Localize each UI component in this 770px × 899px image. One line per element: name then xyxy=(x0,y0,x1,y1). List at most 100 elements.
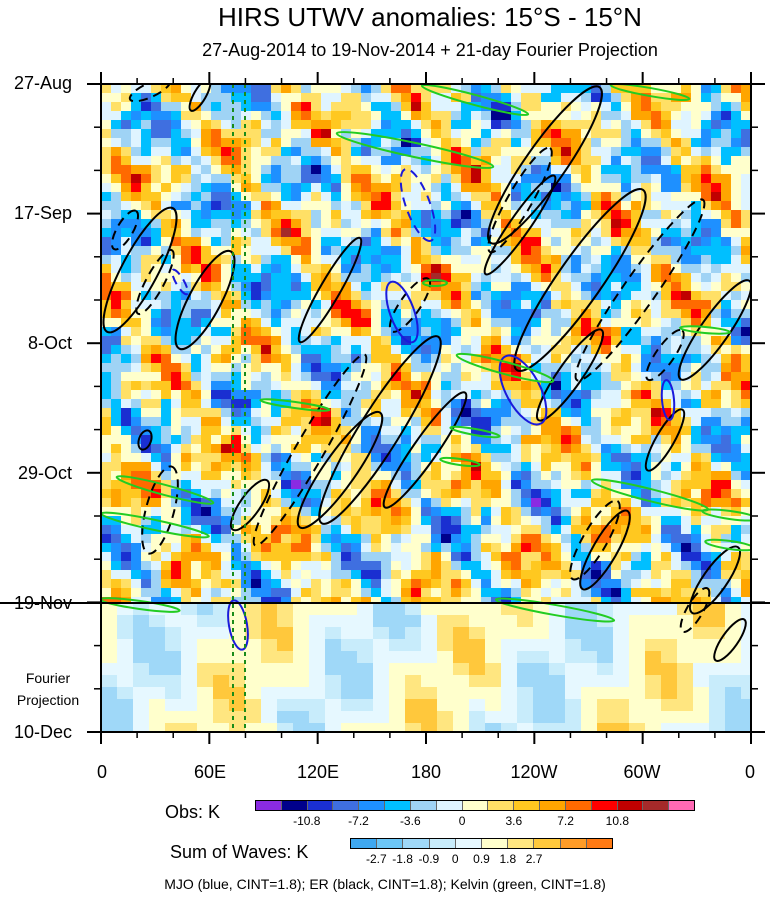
heat-cell xyxy=(601,156,612,166)
heat-cell xyxy=(711,381,722,391)
heat-cell xyxy=(151,192,162,202)
heat-cell xyxy=(581,417,592,427)
heat-cell xyxy=(591,93,602,103)
heat-cell xyxy=(611,570,622,580)
heat-cell xyxy=(341,102,352,112)
heat-cell xyxy=(171,282,182,292)
heat-cell xyxy=(651,282,662,292)
heat-cell xyxy=(511,516,522,526)
er-contour xyxy=(111,209,139,251)
heat-cell xyxy=(481,327,492,337)
heat-cell xyxy=(281,183,292,193)
heat-cell xyxy=(141,579,152,589)
heat-cell xyxy=(641,507,652,517)
heat-cell xyxy=(671,201,682,211)
heat-cell xyxy=(271,93,282,103)
heat-cell xyxy=(631,372,642,382)
heat-cell xyxy=(361,201,372,211)
heat-cell xyxy=(301,471,312,481)
projection-cell xyxy=(661,639,678,652)
heat-cell xyxy=(551,210,562,220)
heat-cell xyxy=(251,399,262,409)
heat-cell xyxy=(421,426,432,436)
projection-cell xyxy=(245,723,262,732)
heat-cell xyxy=(301,570,312,580)
heat-cell xyxy=(321,237,332,247)
heat-cell xyxy=(181,498,192,508)
heat-cell xyxy=(211,273,222,283)
heat-cell xyxy=(241,210,252,220)
heat-cell xyxy=(181,561,192,571)
heat-cell xyxy=(541,327,552,337)
heat-cell xyxy=(161,219,172,229)
heat-cell xyxy=(451,174,462,184)
heat-cell xyxy=(271,489,282,499)
heat-cell xyxy=(621,525,632,535)
heat-cell xyxy=(471,84,482,94)
heat-cell xyxy=(401,444,412,454)
projection-cell xyxy=(709,699,726,712)
heat-cell xyxy=(481,228,492,238)
heat-cell xyxy=(461,462,472,472)
heat-cell xyxy=(471,516,482,526)
heat-cell xyxy=(581,111,592,121)
heat-cell xyxy=(341,291,352,301)
er-contour xyxy=(297,236,363,344)
heat-cell xyxy=(551,138,562,148)
heat-cell xyxy=(671,345,682,355)
heat-cell xyxy=(521,201,532,211)
heat-cell xyxy=(461,345,472,355)
heat-cell xyxy=(481,174,492,184)
heat-cell xyxy=(651,255,662,265)
heat-cell xyxy=(731,336,742,346)
heat-cell xyxy=(391,381,402,391)
heat-cell xyxy=(211,498,222,508)
heat-cell xyxy=(361,318,372,328)
heat-cell xyxy=(711,282,722,292)
heat-cell xyxy=(691,372,702,382)
heat-cell xyxy=(281,462,292,472)
heat-cell xyxy=(281,336,292,346)
heat-cell xyxy=(551,489,562,499)
heat-cell xyxy=(581,444,592,454)
heat-cell xyxy=(321,327,332,337)
heat-cell xyxy=(301,165,312,175)
heat-cell xyxy=(661,354,672,364)
projection-cell xyxy=(293,639,310,652)
heat-cell xyxy=(221,363,232,373)
heat-cell xyxy=(651,561,662,571)
heat-cell xyxy=(701,327,712,337)
obs-color-swatch xyxy=(565,801,592,810)
heat-cell xyxy=(571,246,582,256)
x-tick-label: 0 xyxy=(744,762,756,782)
heat-cell xyxy=(131,345,142,355)
heat-cell xyxy=(201,363,212,373)
heat-cell xyxy=(671,192,682,202)
heat-cell xyxy=(231,354,242,364)
er-contour xyxy=(579,509,631,591)
heat-cell xyxy=(151,129,162,139)
heat-cell xyxy=(351,228,362,238)
heat-cell xyxy=(731,435,742,445)
heat-cell xyxy=(231,516,242,526)
projection-cell xyxy=(517,711,534,724)
heat-cell xyxy=(111,444,122,454)
heat-cell xyxy=(531,174,542,184)
heat-cell xyxy=(411,219,422,229)
heat-cell xyxy=(351,552,362,562)
heat-cell xyxy=(381,174,392,184)
heat-cell xyxy=(691,282,702,292)
heat-cell xyxy=(441,552,452,562)
heat-cell xyxy=(451,138,462,148)
heat-cell xyxy=(521,372,532,382)
projection-cell xyxy=(469,687,486,700)
projection-cell xyxy=(133,687,150,700)
heat-cell xyxy=(111,165,122,175)
heat-cell xyxy=(261,183,272,193)
heat-cell xyxy=(671,462,682,472)
heat-cell xyxy=(521,507,532,517)
heat-cell xyxy=(231,93,242,103)
heat-cell xyxy=(521,174,532,184)
heat-cell xyxy=(331,147,342,157)
heat-cell xyxy=(421,489,432,499)
